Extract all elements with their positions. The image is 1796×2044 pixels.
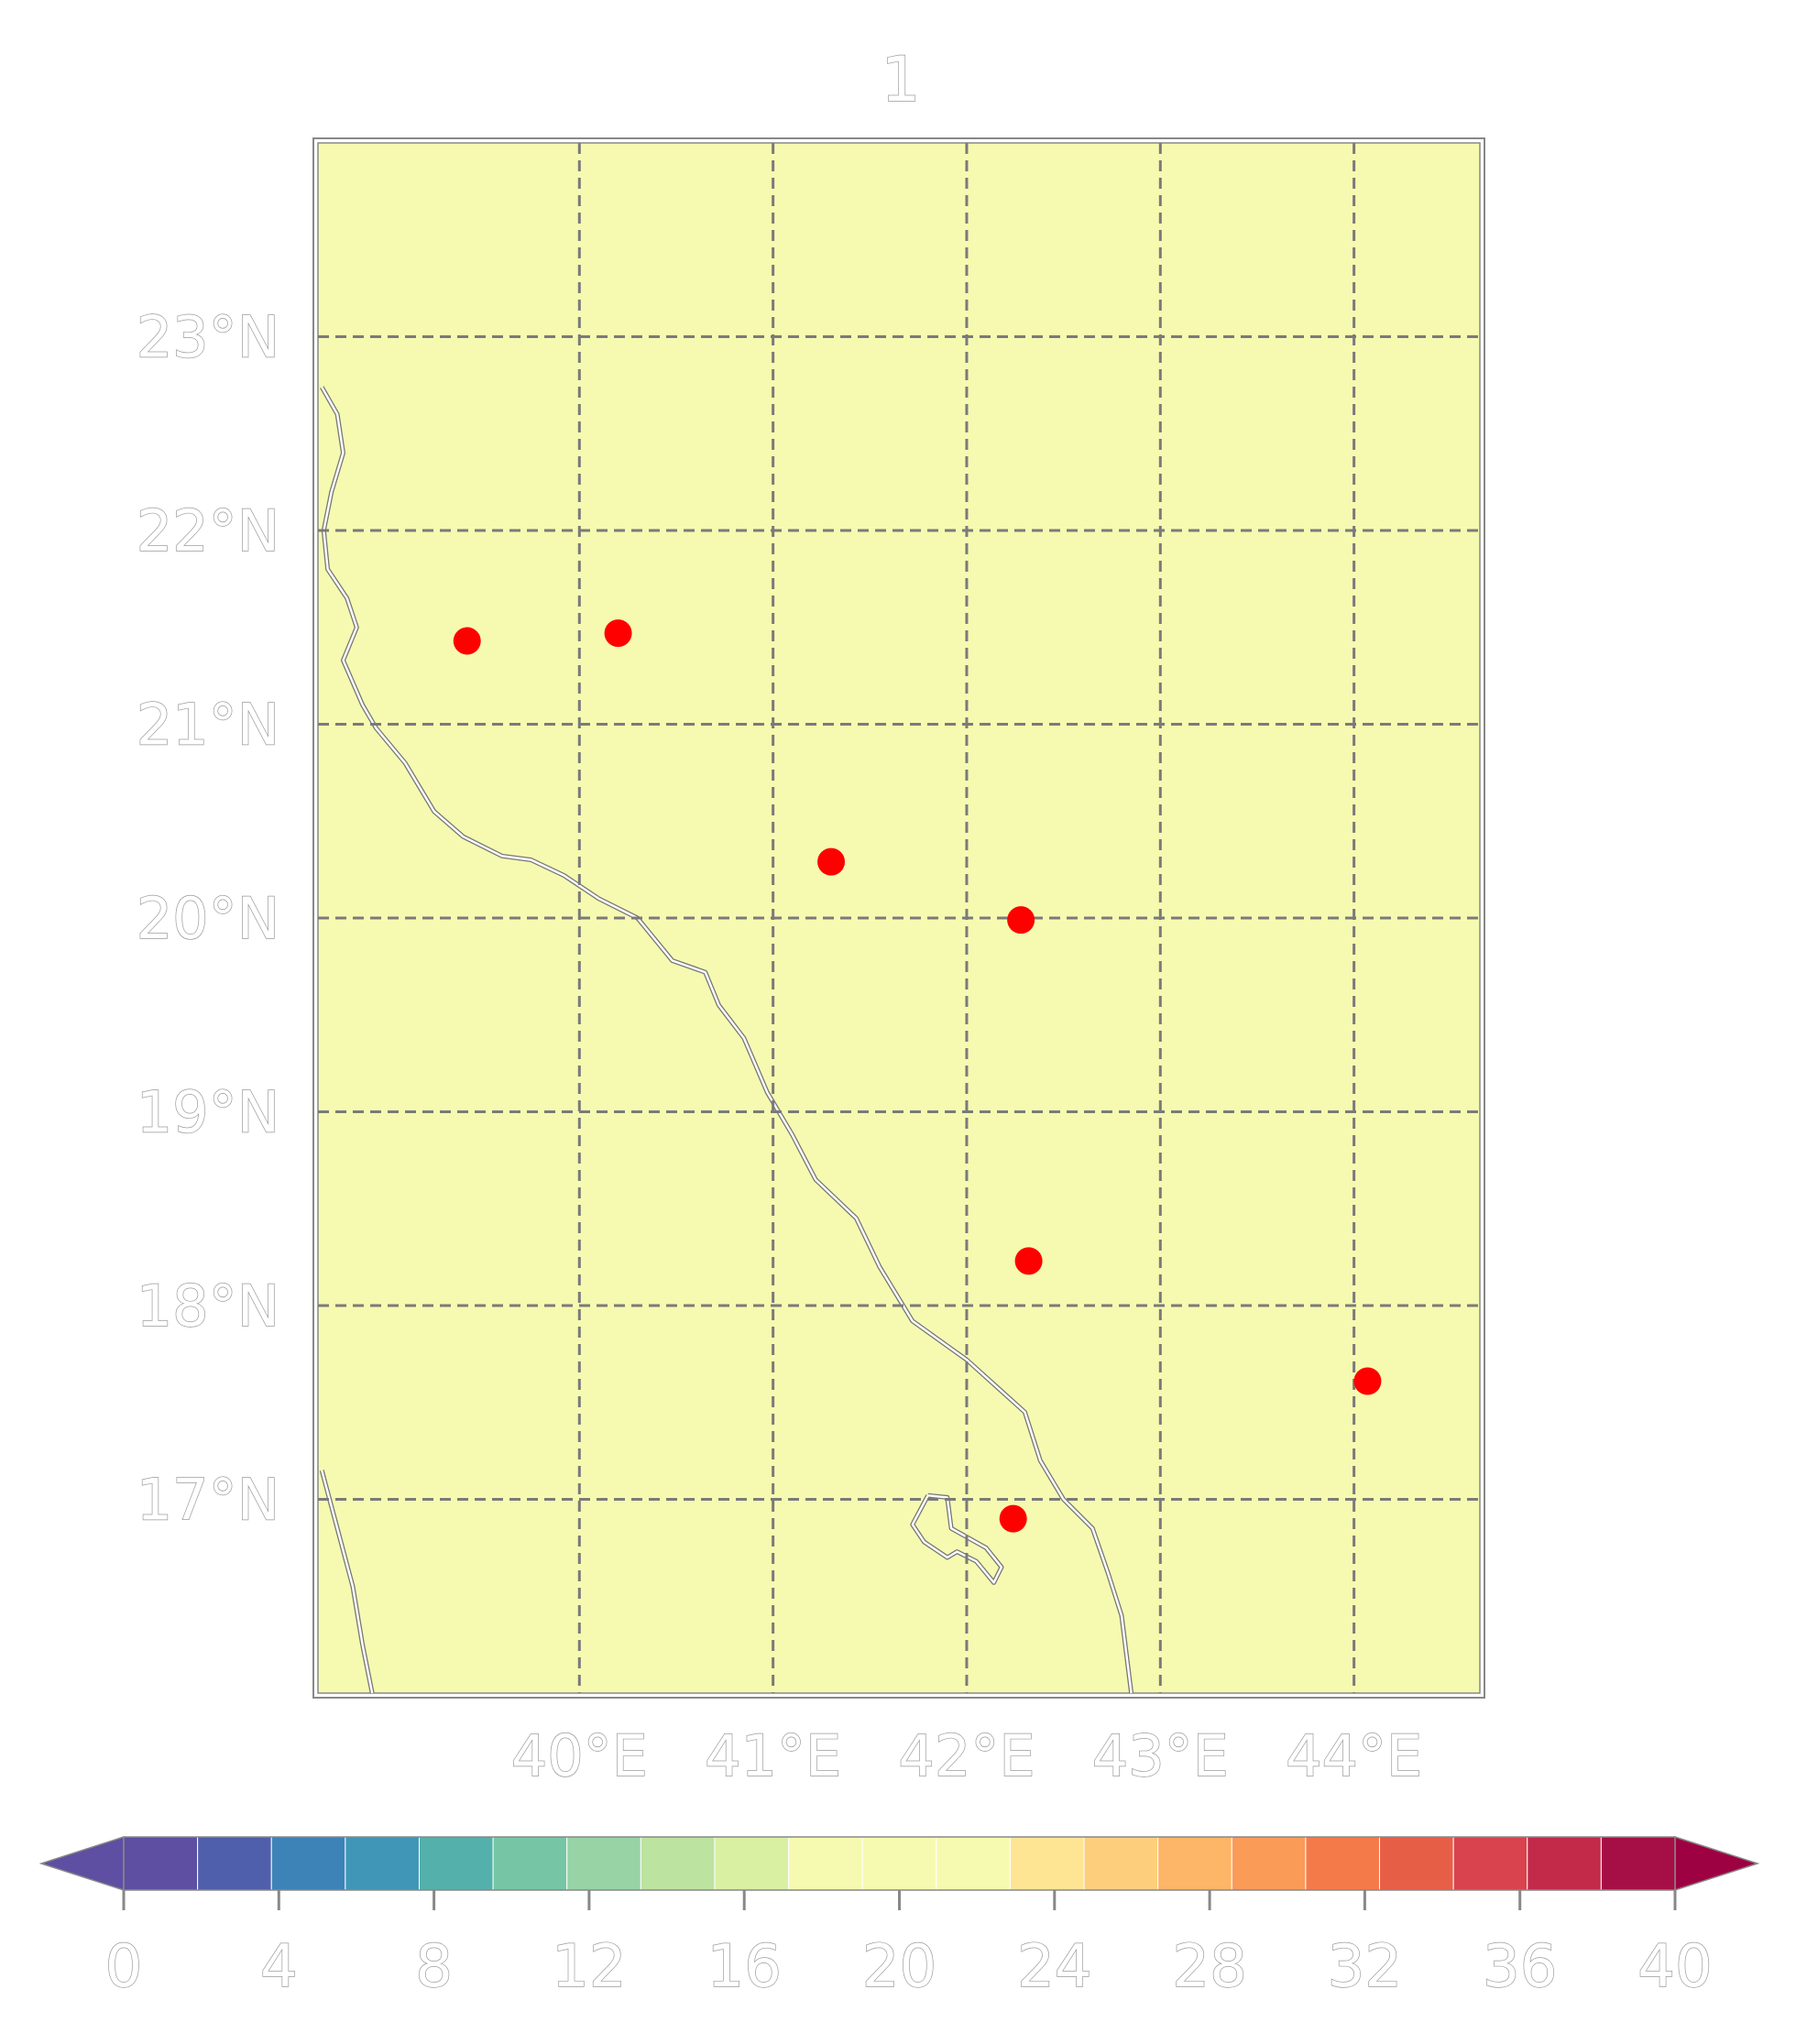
colorbar-segment [714, 1836, 790, 1891]
colorbar-segment [345, 1836, 420, 1891]
station-marker [999, 1504, 1027, 1533]
station-marker [604, 619, 632, 648]
latitude-label: 19°N [137, 1079, 279, 1146]
longitude-label: 42°E [898, 1722, 1035, 1789]
colorbar-tick-label: 4 [260, 1933, 298, 2001]
latitude-label: 17°N [137, 1467, 279, 1534]
colorbar-segment [123, 1836, 199, 1891]
colorbar-tick-label: 20 [862, 1933, 936, 2001]
coastline-layer [319, 386, 1134, 1694]
colorbar-segment [1379, 1836, 1454, 1891]
colorbar-tick-label: 32 [1328, 1933, 1402, 2001]
longitude-label: 44°E [1286, 1722, 1422, 1789]
colorbar-tick-label: 36 [1483, 1933, 1557, 2001]
island-outline [911, 1494, 1003, 1584]
gridlines [318, 143, 1480, 1693]
colorbar-segment [1231, 1836, 1307, 1891]
colorbar-segment [197, 1836, 272, 1891]
colorbar-segment [788, 1836, 863, 1891]
station-marker [1353, 1367, 1382, 1395]
colorbar-segment [861, 1836, 937, 1891]
map-panel [312, 137, 1485, 1699]
colorbar-segment [492, 1836, 568, 1891]
colorbar-tick-label: 8 [415, 1933, 453, 2001]
coastline-west [321, 1470, 374, 1694]
colorbar-segment [1452, 1836, 1528, 1891]
longitude-label: 40°E [511, 1722, 648, 1789]
colorbar-extend-high [1674, 1835, 1760, 1892]
latitude-label: 23°N [137, 304, 279, 371]
colorbar: 0 4 8 12 16 20 24 28 32 36 40 [38, 1835, 1760, 2002]
station-marker [1014, 1247, 1043, 1275]
map-title: 1 [881, 44, 920, 116]
latitude-label: 21°N [137, 692, 279, 759]
station-markers [453, 619, 1382, 1533]
colorbar-segment [566, 1836, 641, 1891]
colorbar-tick-label: 28 [1172, 1933, 1246, 2001]
latitude-label: 18°N [137, 1273, 279, 1339]
colorbar-segment [1157, 1836, 1232, 1891]
colorbar-segment [1600, 1836, 1676, 1891]
colorbar-extend-low [38, 1835, 125, 1892]
map-frame-outer [312, 137, 1485, 1699]
colorbar-tick-label: 16 [706, 1933, 781, 2001]
colorbar-segment [418, 1836, 494, 1891]
colorbar-segment [1305, 1836, 1381, 1891]
station-marker [453, 627, 481, 655]
latitude-label: 20°N [137, 885, 279, 952]
latitude-label: 22°N [137, 497, 279, 564]
colorbar-segment [270, 1836, 346, 1891]
colorbar-segment [640, 1836, 716, 1891]
longitude-label: 41°E [705, 1722, 841, 1789]
longitude-labels: 40°E 41°E 42°E 43°E 44°E [510, 1722, 1423, 1789]
colorbar-tick-label: 40 [1637, 1933, 1712, 2001]
colorbar-tick-label: 24 [1017, 1933, 1091, 2001]
colorbar-segment [1009, 1836, 1085, 1891]
colorbar-tick-label: 0 [105, 1933, 143, 2001]
station-marker [1007, 906, 1035, 935]
colorbar-segment [1083, 1836, 1159, 1891]
station-marker [817, 847, 846, 876]
latitude-labels: 23°N 22°N 21°N 20°N 19°N 18°N 17°N [136, 303, 280, 1534]
coastline-main [321, 386, 1133, 1694]
colorbar-tick-label: 12 [552, 1933, 626, 2001]
colorbar-segment [936, 1836, 1011, 1891]
longitude-label: 43°E [1092, 1722, 1229, 1789]
colorbar-segment [1527, 1836, 1602, 1891]
